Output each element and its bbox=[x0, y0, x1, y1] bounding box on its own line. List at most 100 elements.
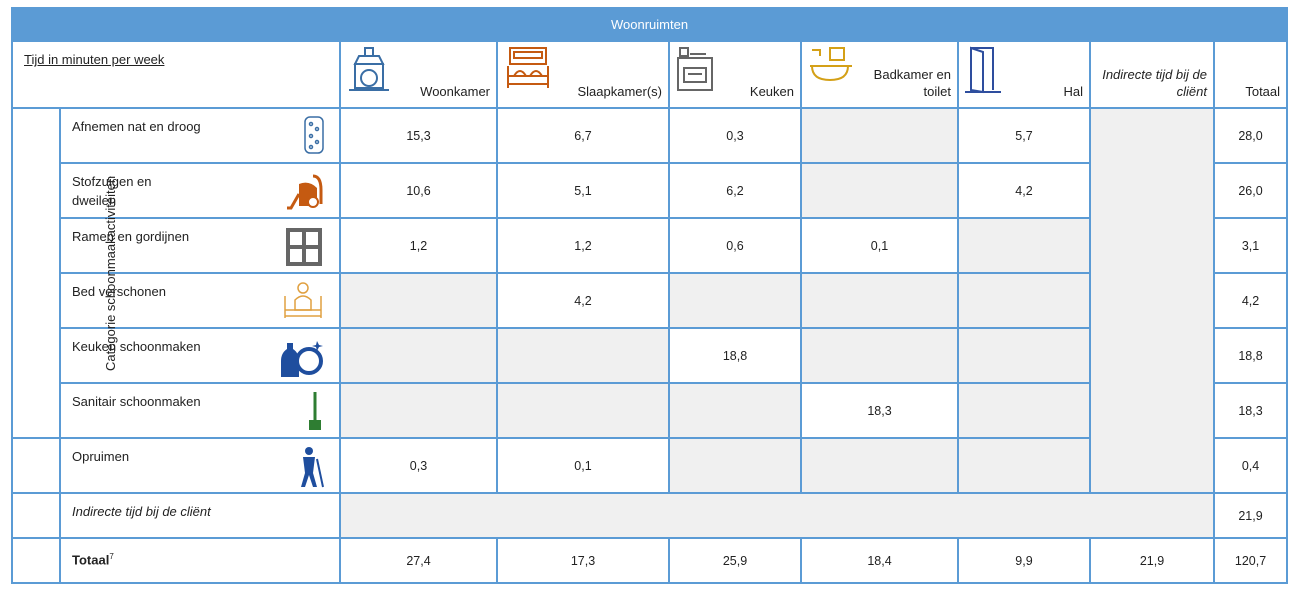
empty-cell bbox=[957, 327, 1091, 384]
empty-cell bbox=[496, 382, 670, 439]
column-header: Totaal bbox=[1212, 40, 1289, 109]
sponge-icon bbox=[303, 115, 325, 160]
footnote-marker: 7 bbox=[109, 552, 114, 561]
empty-cell bbox=[800, 272, 959, 329]
column-label: Totaal bbox=[1245, 84, 1281, 99]
activity-label-cell: Sanitair schoonmaken bbox=[59, 382, 341, 439]
corner-label: Tijd in minuten per week bbox=[11, 40, 341, 109]
value-cell: 0,3 bbox=[668, 107, 802, 164]
value-cell: 5,7 bbox=[957, 107, 1091, 164]
empty-cell bbox=[668, 382, 802, 439]
person-tidying-icon bbox=[295, 445, 325, 494]
table-row: Opruimen 0,3 0,1 0,4 bbox=[11, 437, 1289, 494]
empty-cell bbox=[339, 272, 498, 329]
column-label: Keuken bbox=[749, 84, 794, 99]
table-row: Bed verschonen 4,2 4,2 bbox=[12, 272, 1289, 329]
empty-cell bbox=[800, 162, 959, 219]
unit-label: Tijd in minuten per week bbox=[24, 52, 165, 67]
empty-cell bbox=[800, 327, 959, 384]
activity-label-cell: Stofzuigen en dweilen bbox=[59, 162, 341, 219]
empty-cell bbox=[800, 107, 959, 164]
empty-cell bbox=[957, 382, 1091, 439]
row-total-cell: 21,9 bbox=[1212, 492, 1289, 539]
vacuum-icon bbox=[285, 170, 325, 215]
value-cell: 0,1 bbox=[800, 217, 959, 274]
empty-cell bbox=[668, 437, 802, 494]
table-row: Categorie schoonmaakactiviteiten Afnemen … bbox=[11, 107, 1289, 494]
activity-label-cell: Opruimen bbox=[59, 437, 341, 494]
empty-cell bbox=[496, 327, 670, 384]
value-cell: 10,6 bbox=[339, 162, 498, 219]
column-label: Badkamer en toilet bbox=[873, 67, 951, 99]
column-total-cell: 27,4 bbox=[339, 537, 498, 584]
column-total-cell: 9,9 bbox=[957, 537, 1091, 584]
row-total-cell: 3,1 bbox=[1212, 217, 1289, 274]
grand-total-cell: 120,7 bbox=[1212, 537, 1289, 584]
column-label: Slaapkamer(s) bbox=[577, 84, 662, 99]
value-cell: 15,3 bbox=[339, 107, 498, 164]
table-row: Ramen en gordijnen 1,2 1,2 0,6 0,1 3,1 bbox=[12, 217, 1289, 274]
dish-soap-icon bbox=[279, 335, 325, 384]
empty-cell bbox=[11, 537, 61, 584]
column-total-cell: 18,4 bbox=[800, 537, 959, 584]
column-label: Indirecte tijd bij de cliënt bbox=[1102, 67, 1207, 99]
value-cell: 18,3 bbox=[800, 382, 959, 439]
total-row: Totaal7 27,4 17,3 25,9 18,4 9,9 21,9 120,7 bbox=[11, 537, 1289, 584]
column-total-cell: 21,9 bbox=[1089, 537, 1215, 584]
column-header: Woonkamer bbox=[339, 40, 498, 109]
row-total-cell: 18,3 bbox=[1212, 382, 1289, 439]
activity-label-cell: Bed verschonen bbox=[59, 272, 341, 329]
value-cell: 1,2 bbox=[339, 217, 498, 274]
table-row: Keuken schoonmaken 18,8 18,8 bbox=[12, 327, 1289, 384]
value-cell: 5,1 bbox=[496, 162, 670, 219]
empty-cell bbox=[957, 272, 1091, 329]
indirect-time-empty-cell bbox=[1089, 107, 1215, 494]
column-total-cell: 25,9 bbox=[668, 537, 802, 584]
table-title: Woonruimten bbox=[10, 7, 1289, 42]
empty-cell bbox=[800, 437, 959, 494]
stove-icon bbox=[676, 46, 716, 95]
column-header: Slaapkamer(s) bbox=[496, 40, 670, 109]
empty-cell bbox=[339, 382, 498, 439]
column-label: Hal bbox=[1063, 84, 1083, 99]
bathtub-icon bbox=[808, 46, 854, 87]
column-header: Badkamer en toilet bbox=[800, 40, 959, 109]
activity-label-cell: Ramen en gordijnen bbox=[59, 217, 341, 274]
column-header: Keuken bbox=[668, 40, 802, 109]
empty-cell bbox=[339, 492, 1215, 539]
empty-cell bbox=[668, 272, 802, 329]
fireplace-icon bbox=[347, 46, 391, 95]
value-cell: 0,3 bbox=[339, 437, 498, 494]
indirect-time-row: Indirecte tijd bij de cliënt 21,9 bbox=[11, 492, 1289, 539]
cleaning-time-table: Woonruimten Tijd in minuten per week Woo… bbox=[10, 7, 1289, 584]
activity-label: Opruimen bbox=[72, 449, 130, 464]
empty-cell bbox=[11, 492, 61, 539]
activity-label-cell: Keuken schoonmaken bbox=[59, 327, 341, 384]
activity-label: Bed verschonen bbox=[72, 284, 166, 299]
table-row: Stofzuigen en dweilen 10,6 5,1 6,2 4,2 26,0 bbox=[12, 162, 1289, 219]
empty-cell bbox=[957, 437, 1091, 494]
window-icon bbox=[285, 225, 325, 272]
activity-label: Keuken schoonmaken bbox=[72, 339, 201, 354]
row-total-cell: 4,2 bbox=[1212, 272, 1289, 329]
column-label: Woonkamer bbox=[420, 84, 490, 99]
value-cell: 18,8 bbox=[668, 327, 802, 384]
empty-cell bbox=[957, 217, 1091, 274]
value-cell: 4,2 bbox=[957, 162, 1091, 219]
door-icon bbox=[965, 46, 1001, 97]
activity-label: Sanitair schoonmaken bbox=[72, 394, 201, 409]
activity-label-cell: Afnemen nat en droog bbox=[59, 107, 341, 164]
indirect-time-label: Indirecte tijd bij de cliënt bbox=[59, 492, 341, 539]
empty-cell bbox=[339, 327, 498, 384]
value-cell: 0,6 bbox=[668, 217, 802, 274]
empty-cell bbox=[11, 437, 61, 494]
value-cell: 4,2 bbox=[496, 272, 670, 329]
activity-label: Afnemen nat en droog bbox=[72, 119, 201, 134]
toilet-brush-icon bbox=[305, 390, 325, 439]
column-total-cell: 17,3 bbox=[496, 537, 670, 584]
value-cell: 0,1 bbox=[496, 437, 670, 494]
value-cell: 1,2 bbox=[496, 217, 670, 274]
bed-making-icon bbox=[281, 280, 325, 325]
category-label-cell: Categorie schoonmaakactiviteiten bbox=[11, 107, 118, 439]
value-cell: 6,7 bbox=[496, 107, 670, 164]
